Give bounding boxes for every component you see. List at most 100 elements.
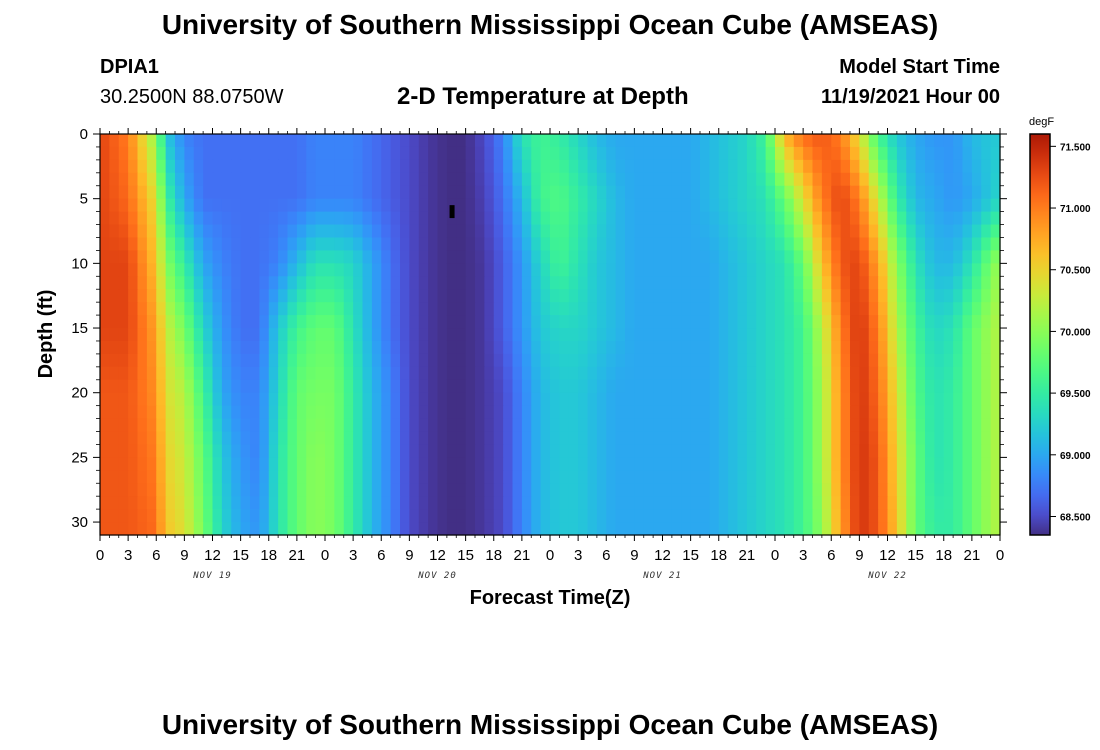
heatmap-cell <box>381 431 392 446</box>
heatmap-cell <box>981 457 992 471</box>
heatmap-cell <box>146 224 157 239</box>
heatmap-cell <box>878 198 889 213</box>
heatmap-cell <box>128 522 139 536</box>
heatmap-cell <box>465 366 476 381</box>
heatmap-cell <box>775 405 785 420</box>
heatmap-cell <box>287 185 298 200</box>
heatmap-cell <box>840 250 851 264</box>
heatmap-cell <box>981 405 992 420</box>
heatmap-cell <box>934 237 945 252</box>
heatmap-cell <box>737 315 748 329</box>
heatmap-cell <box>287 250 298 264</box>
heatmap-cell <box>596 418 607 433</box>
heatmap-cell <box>381 509 392 523</box>
heatmap-cell <box>400 250 410 264</box>
heatmap-cell <box>859 353 870 368</box>
heatmap-cell <box>493 470 504 484</box>
heatmap-cell <box>409 289 420 303</box>
heatmap-cell <box>990 431 1001 446</box>
heatmap-cell <box>184 483 195 497</box>
heatmap-cell <box>728 418 739 433</box>
heatmap-cell <box>446 353 457 368</box>
heatmap-cell <box>746 496 757 510</box>
heatmap-cell <box>850 276 860 290</box>
heatmap-cell <box>728 198 739 213</box>
heatmap-cell <box>371 444 382 458</box>
heatmap-cell <box>559 276 570 290</box>
heatmap-cell <box>503 418 514 433</box>
heatmap-cell <box>240 224 251 239</box>
heatmap-cell <box>456 379 467 394</box>
heatmap-cell <box>662 250 673 264</box>
heatmap-cell <box>287 211 298 226</box>
heatmap-cell <box>212 250 223 264</box>
heatmap-cell <box>287 315 298 329</box>
heatmap-cell <box>737 431 748 446</box>
heatmap-cell <box>175 159 185 174</box>
heatmap-cell <box>146 289 157 303</box>
heatmap-cell <box>615 276 626 290</box>
heatmap-cell <box>850 405 860 420</box>
heatmap-cell <box>896 302 907 316</box>
heatmap-cell <box>559 457 570 471</box>
heatmap-cell <box>859 328 870 342</box>
heatmap-cell <box>156 379 167 394</box>
heatmap-cell <box>671 315 682 329</box>
heatmap-cell <box>334 379 345 394</box>
heatmap-cell <box>203 302 214 316</box>
heatmap-cell <box>756 289 767 303</box>
heatmap-cell <box>971 418 982 433</box>
heatmap-cell <box>578 276 589 290</box>
heatmap-cell <box>578 483 589 497</box>
heatmap-cell <box>475 276 485 290</box>
heatmap-cell <box>100 224 110 239</box>
heatmap-cell <box>296 289 307 303</box>
heatmap-cell <box>268 276 279 290</box>
heatmap-cell <box>221 379 232 394</box>
heatmap-cell <box>315 340 326 355</box>
heatmap-cell <box>596 353 607 368</box>
heatmap-cell <box>306 224 317 239</box>
heatmap-cell <box>484 224 495 239</box>
heatmap-cell <box>878 496 889 510</box>
heatmap-cell <box>784 250 795 264</box>
heatmap-cell <box>296 366 307 381</box>
heatmap-cell <box>831 134 842 148</box>
heatmap-cell <box>662 457 673 471</box>
heatmap-cell <box>925 198 935 213</box>
heatmap-cell <box>175 444 185 458</box>
heatmap-cell <box>503 444 514 458</box>
heatmap-cell <box>315 431 326 446</box>
heatmap-cell <box>371 405 382 420</box>
heatmap-cell <box>671 172 682 187</box>
heatmap-cell <box>953 405 964 420</box>
heatmap-cell <box>296 146 307 161</box>
heatmap-cell <box>746 418 757 433</box>
heatmap-cell <box>146 444 157 458</box>
heatmap-cell <box>465 302 476 316</box>
heatmap-cell <box>315 509 326 523</box>
heatmap-cell <box>587 250 598 264</box>
heatmap-cell <box>118 353 129 368</box>
heatmap-cell <box>850 134 860 148</box>
colorbar-tick-label: 70.000 <box>1060 327 1091 338</box>
heatmap-cell <box>718 172 729 187</box>
heatmap-cell <box>681 146 692 161</box>
heatmap-cell <box>334 185 345 200</box>
heatmap-cell <box>278 172 289 187</box>
heatmap-cell <box>606 522 617 536</box>
heatmap-cell <box>953 366 964 381</box>
heatmap-cell <box>606 302 617 316</box>
heatmap-cell <box>700 392 710 407</box>
heatmap-cell <box>859 379 870 394</box>
heatmap-cell <box>240 470 251 484</box>
heatmap-cell <box>521 172 532 187</box>
heatmap-cell <box>953 198 964 213</box>
heatmap-cell <box>896 289 907 303</box>
heatmap-cell <box>184 302 195 316</box>
heatmap-cell <box>418 185 429 200</box>
heatmap-cell <box>390 418 401 433</box>
heatmap-cell <box>681 470 692 484</box>
heatmap-cell <box>578 470 589 484</box>
heatmap-cell <box>184 263 195 277</box>
